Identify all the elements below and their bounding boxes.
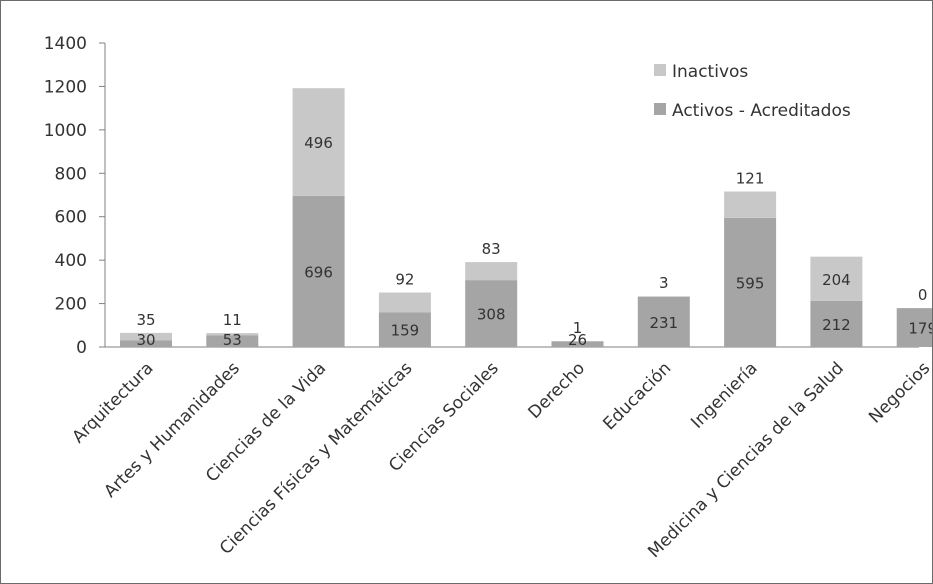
bar-segment-inactivos [724, 191, 777, 218]
bar-segment-activos [896, 308, 932, 347]
y-tick-label: 1200 [44, 77, 87, 97]
data-label-inactivos: 204 [822, 271, 851, 289]
bar-segment-activos [292, 195, 345, 347]
y-tick-label: 800 [55, 164, 87, 184]
data-label-activos: 53 [223, 331, 242, 349]
x-category-label: Derecho [525, 358, 589, 422]
data-label-inactivos: 496 [304, 134, 333, 152]
legend-swatch [654, 64, 666, 76]
data-label-activos: 30 [136, 331, 155, 349]
data-label-activos: 159 [391, 322, 420, 340]
data-label-inactivos: 35 [136, 311, 155, 329]
data-label-inactivos: 11 [223, 311, 242, 329]
data-label-activos: 179 [908, 320, 932, 338]
y-tick-label: 0 [76, 338, 87, 358]
bar-segment-inactivos [292, 88, 345, 196]
x-category-label: Medicina y Ciencias de la Salud [644, 358, 848, 562]
data-label-inactivos: 0 [918, 286, 928, 304]
x-category-label: Negocios [865, 358, 932, 427]
data-label-activos: 696 [304, 263, 333, 281]
data-label-activos: 26 [568, 331, 587, 349]
x-category-label: Arquitectura [68, 358, 157, 447]
y-tick-label: 1400 [44, 34, 87, 54]
legend-label: Inactivos [672, 62, 748, 82]
legend-label: Activos - Acreditados [672, 101, 851, 121]
x-category-label: Educación [599, 358, 675, 434]
data-label-activos: 595 [736, 274, 765, 292]
y-tick-label: 200 [55, 295, 87, 315]
bar-segment-activos [378, 312, 431, 347]
bar-segment-inactivos [378, 292, 431, 313]
bar-segment-activos [465, 280, 518, 347]
data-label-inactivos: 3 [659, 274, 669, 292]
legend-swatch [654, 103, 666, 115]
data-label-inactivos: 121 [736, 170, 765, 188]
bar-segment-inactivos [120, 332, 172, 341]
data-label-inactivos: 92 [395, 270, 414, 288]
x-category-label: Ciencias Físicas y Matemáticas [216, 358, 416, 558]
bar-segment-activos [810, 300, 863, 347]
y-tick-label: 600 [55, 208, 87, 228]
bar-segment-inactivos [810, 256, 863, 301]
data-label-activos: 308 [477, 306, 506, 324]
bar-segment-inactivos [637, 296, 690, 297]
bar-segment-activos [551, 341, 604, 347]
bar-segment-inactivos [206, 333, 259, 336]
y-tick-label: 400 [55, 251, 87, 271]
data-label-activos: 231 [649, 314, 678, 332]
bar-segment-activos [724, 217, 777, 347]
bar-segment-activos [206, 335, 259, 347]
bar-segment-activos [120, 340, 172, 347]
y-tick-label: 1000 [44, 121, 87, 141]
data-label-inactivos: 83 [482, 240, 501, 258]
data-label-activos: 212 [822, 316, 851, 334]
bar-segment-activos [637, 296, 690, 347]
x-category-label: Ingeniería [687, 358, 761, 432]
data-label-inactivos: 1 [573, 319, 583, 337]
bar-segment-inactivos [465, 262, 518, 281]
